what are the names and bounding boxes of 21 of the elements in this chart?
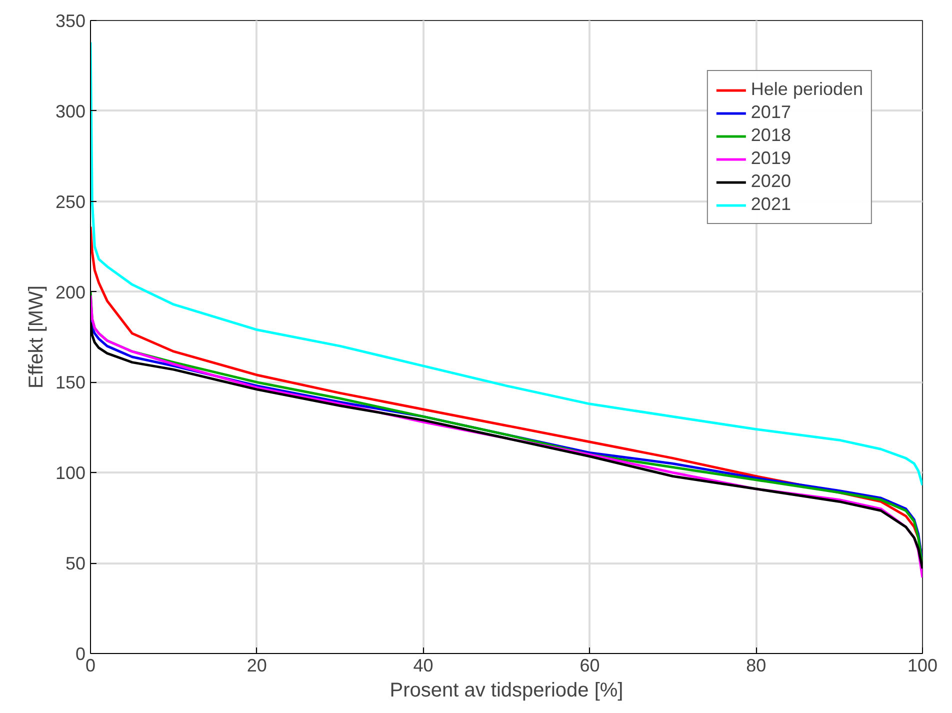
y-tick-label: 350	[55, 11, 86, 31]
x-tick-label: 100	[907, 656, 938, 676]
y-tick-label: 300	[55, 101, 86, 122]
y-axis-title: Effekt [MW]	[25, 286, 48, 388]
x-tick-label: 60	[580, 656, 600, 676]
x-tick-label: 40	[413, 656, 434, 676]
y-tick-label: 100	[55, 463, 86, 484]
x-tick-label: 20	[246, 656, 267, 676]
legend-label: 2017	[750, 102, 791, 123]
line-series	[90, 40, 922, 487]
x-tick-label: 80	[746, 656, 766, 676]
y-tick-label: 250	[55, 192, 86, 212]
y-tick-label: 200	[55, 282, 86, 302]
x-axis-title: Prosent av tidsperiode [%]	[390, 680, 624, 702]
y-tick-label: 50	[65, 554, 86, 574]
legend-label: Hele perioden	[750, 79, 863, 100]
legend-label: 2020	[750, 171, 791, 192]
legend-label: 2019	[750, 148, 791, 169]
legend-label: 2018	[750, 125, 791, 146]
legend-label: 2021	[750, 194, 791, 215]
y-tick-label: 150	[55, 372, 86, 393]
